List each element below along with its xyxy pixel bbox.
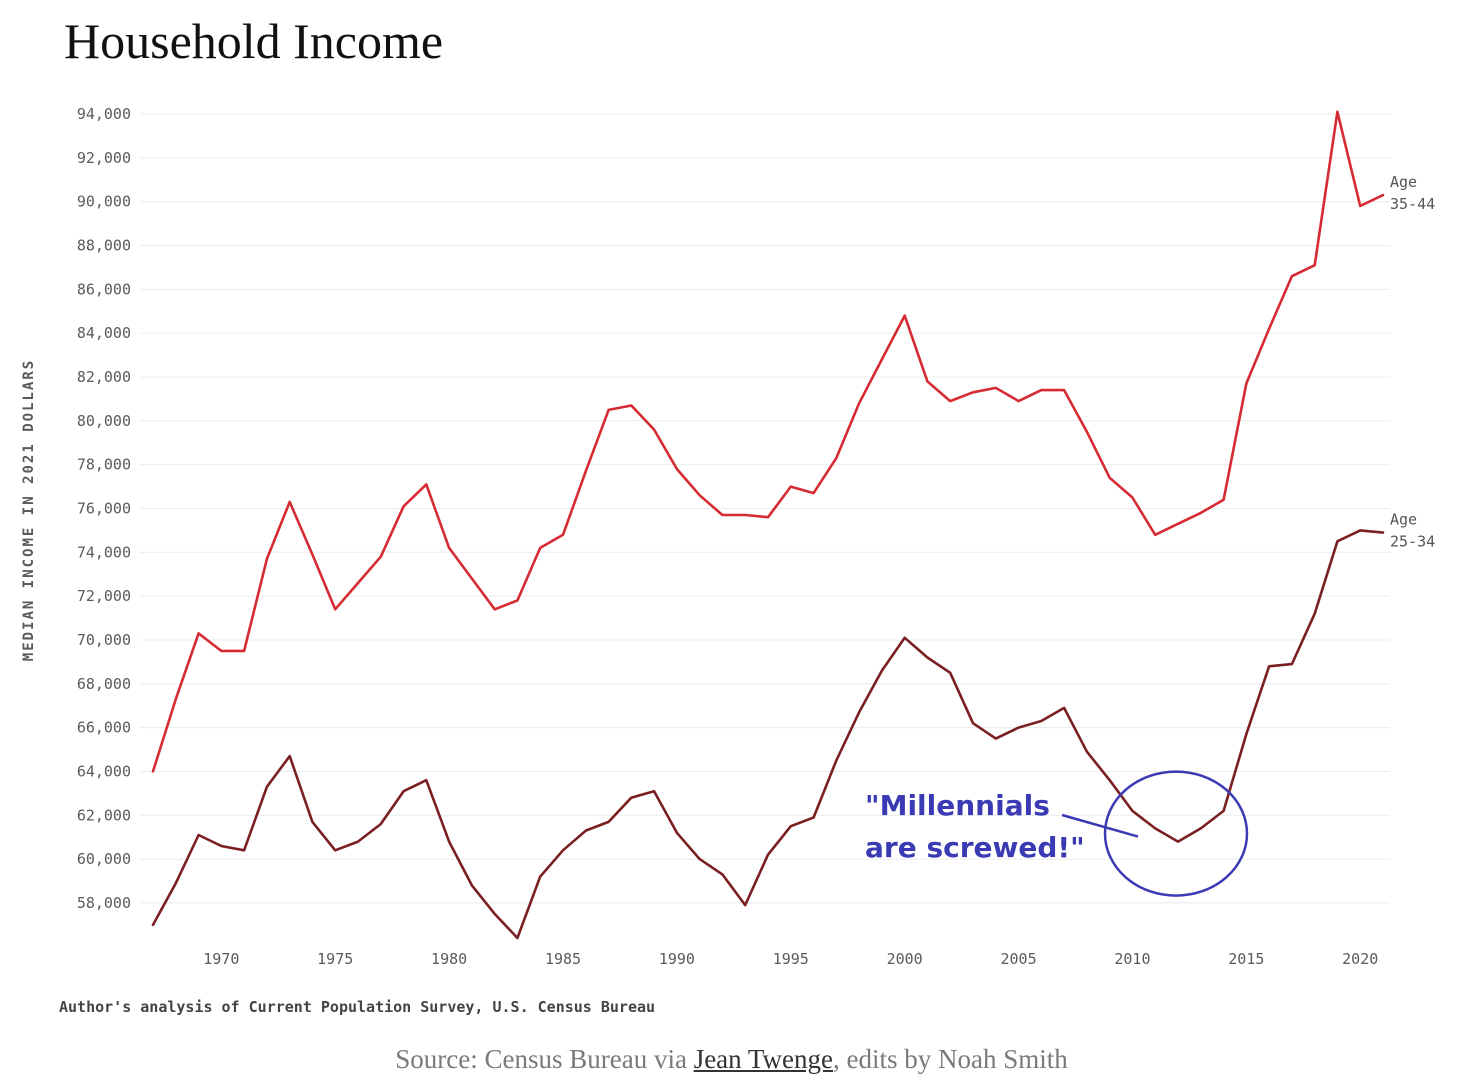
x-tick-label: 2000 bbox=[887, 950, 923, 968]
gridlines bbox=[140, 113, 1390, 904]
x-tick-label: 1970 bbox=[203, 950, 239, 968]
annotation-line-1: "Millennials bbox=[865, 789, 1050, 822]
x-tick-label: 1975 bbox=[317, 950, 353, 968]
caption-prefix: Source: Census Bureau via bbox=[395, 1044, 694, 1074]
y-tick-label: 92,000 bbox=[77, 149, 131, 167]
y-tick-label: 86,000 bbox=[77, 280, 131, 298]
x-tick-label: 1990 bbox=[659, 950, 695, 968]
x-tick-label: 1995 bbox=[773, 950, 809, 968]
caption-suffix: , edits by Noah Smith bbox=[833, 1044, 1068, 1074]
y-tick-label: 80,000 bbox=[77, 412, 131, 430]
y-tick-label: 64,000 bbox=[77, 762, 131, 780]
y-tick-label: 78,000 bbox=[77, 456, 131, 474]
x-tick-label: 2020 bbox=[1342, 950, 1378, 968]
y-tick-label: 88,000 bbox=[77, 236, 131, 254]
household-income-chart: Household Income 58,000 60,000 62,000 64,00… bbox=[21, 13, 1435, 1016]
image-caption: Source: Census Bureau via Jean Twenge, e… bbox=[0, 1044, 1463, 1075]
y-tick-label: 94,000 bbox=[77, 105, 131, 123]
y-tick-label: 72,000 bbox=[77, 587, 131, 605]
y-tick-label: 76,000 bbox=[77, 499, 131, 517]
y-tick-label: 68,000 bbox=[77, 675, 131, 693]
series-label-line-1: Age bbox=[1390, 173, 1417, 191]
x-tick-label: 1985 bbox=[545, 950, 581, 968]
x-tick-label: 2010 bbox=[1114, 950, 1150, 968]
series-label-line-1: Age bbox=[1390, 511, 1417, 529]
series-line-2 bbox=[151, 529, 1385, 940]
y-tick-label: 74,000 bbox=[77, 543, 131, 561]
source-note: Author's analysis of Current Population … bbox=[59, 998, 655, 1016]
y-tick-label: 84,000 bbox=[77, 324, 131, 342]
series-label-line-2: 35-44 bbox=[1390, 195, 1435, 213]
caption-author-link[interactable]: Jean Twenge bbox=[693, 1044, 833, 1074]
series-line-1 bbox=[151, 110, 1385, 773]
y-tick-label: 90,000 bbox=[77, 193, 131, 211]
y-tick-label: 82,000 bbox=[77, 368, 131, 386]
x-tick-label: 1980 bbox=[431, 950, 467, 968]
y-tick-label: 62,000 bbox=[77, 806, 131, 824]
y-tick-label: 58,000 bbox=[77, 894, 131, 912]
y-axis-ticks: 58,000 60,000 62,000 64,000 66,000 68,000 70,0… bbox=[77, 105, 131, 912]
series-lines bbox=[151, 110, 1385, 940]
y-axis-label: MEDIAN INCOME IN 2021 DOLLARS bbox=[21, 359, 37, 661]
annotation-line-2: are screwed!" bbox=[865, 831, 1085, 864]
annotation: "Millennials are screwed!" bbox=[865, 770, 1249, 897]
x-axis-ticks: 1970 1975 1980 1985 1990 1995 2000 2005 2010 2015… bbox=[203, 950, 1378, 968]
annotation-arrow bbox=[1061, 813, 1139, 838]
annotation-circle bbox=[1103, 770, 1249, 897]
series-labels: Age 35-44 Age 25-34 bbox=[1390, 173, 1435, 550]
y-tick-label: 70,000 bbox=[77, 631, 131, 649]
x-tick-label: 2015 bbox=[1228, 950, 1264, 968]
x-tick-label: 2005 bbox=[1000, 950, 1036, 968]
series-label-line-2: 25-34 bbox=[1390, 533, 1435, 551]
chart-title: Household Income bbox=[64, 13, 443, 69]
y-tick-label: 66,000 bbox=[77, 719, 131, 737]
y-tick-label: 60,000 bbox=[77, 850, 131, 868]
